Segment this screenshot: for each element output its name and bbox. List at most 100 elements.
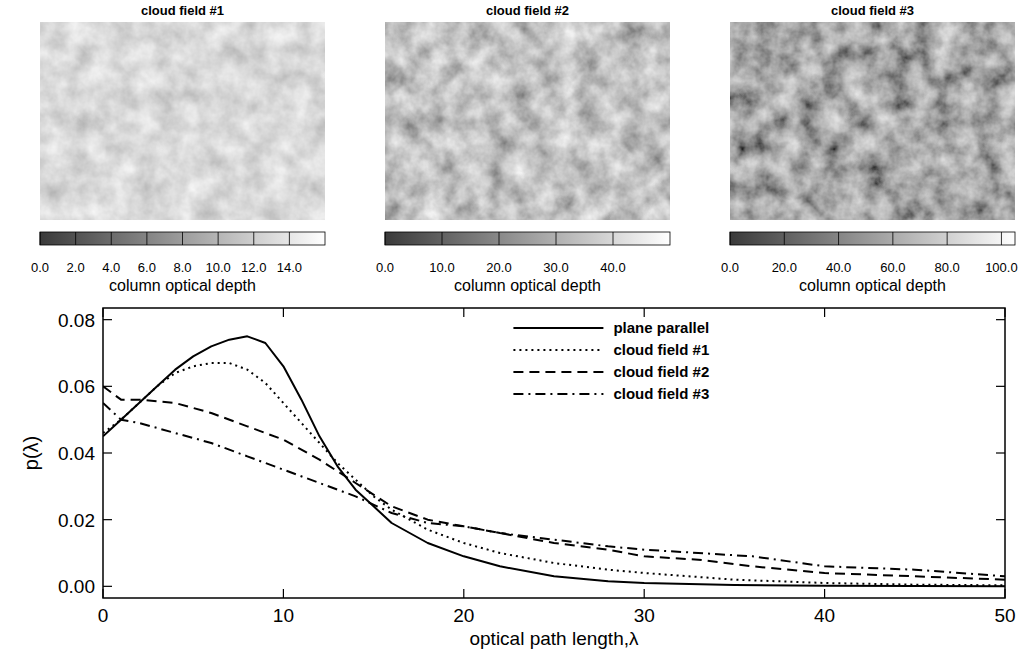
legend-swatch (513, 349, 603, 351)
x-tick-label: 0 (98, 605, 109, 626)
y-tick (103, 519, 112, 520)
legend-label: plane parallel (613, 319, 709, 336)
colorbar-tick (442, 232, 443, 245)
y-tick (103, 586, 112, 587)
colorbar (385, 232, 670, 245)
colorbar-tick-label: 80.0 (934, 260, 959, 275)
x-tick (463, 308, 464, 317)
plot-frame (103, 308, 1005, 598)
colorbar-tick-label: 40.0 (600, 260, 625, 275)
colorbar-tick-label: 10.0 (205, 260, 230, 275)
colorbar-tick-label: 6.0 (138, 260, 156, 275)
colorbar-tick-label: 30.0 (543, 260, 568, 275)
colorbar-tick (1001, 232, 1002, 245)
y-tick-label: 0.08 (58, 310, 95, 331)
colorbar-tick-label: 20.0 (772, 260, 797, 275)
x-tick (463, 589, 464, 598)
x-tick (283, 589, 284, 598)
legend-label: cloud field #3 (613, 385, 709, 402)
colorbar-label: column optical depth (454, 277, 601, 294)
colorbar-label: column optical depth (799, 277, 946, 294)
y-tick (103, 319, 112, 320)
colorbar-tick (289, 232, 290, 245)
colorbar-tick-label: 0.0 (31, 260, 49, 275)
colorbar-tick (556, 232, 557, 245)
y-tick (996, 519, 1005, 520)
x-tick (824, 589, 825, 598)
y-tick-label: 0.04 (58, 443, 95, 464)
colorbar-tick (892, 232, 893, 245)
panel-title: cloud field #2 (486, 3, 569, 18)
page: {"chart_data": [ {"type": "image", "titl… (0, 0, 1031, 656)
colorbar-tick (613, 232, 614, 245)
legend-swatch (513, 327, 603, 329)
panel-title: cloud field #1 (141, 3, 224, 18)
y-tick-label: 0.00 (58, 576, 95, 597)
legend-swatch (513, 371, 603, 373)
y-tick-label: 0.02 (58, 510, 95, 531)
x-tick-label: 30 (634, 605, 655, 626)
colorbar-tick-label: 14.0 (277, 260, 302, 275)
cloud-panel: cloud field #1 0.0 2.0 4.0 6.0 8.0 10.0 12.0 14.… (31, 3, 325, 294)
y-tick (996, 386, 1005, 387)
colorbar-label: column optical depth (109, 277, 256, 294)
colorbar-tick (499, 232, 500, 245)
figure: cloud field #1 0.0 2.0 4.0 6.0 8.0 10.0 12.0 14.… (0, 0, 1031, 656)
cloud-image (40, 22, 325, 220)
x-tick-label: 20 (453, 605, 474, 626)
legend-label: cloud field #2 (613, 363, 709, 380)
colorbar-tick (784, 232, 785, 245)
cloud-image (730, 22, 1015, 220)
colorbar-tick-label: 60.0 (880, 260, 905, 275)
x-tick (283, 308, 284, 317)
legend: plane parallel cloud field #1 cloud field … (513, 319, 709, 402)
colorbar-tick-label: 40.0 (826, 260, 851, 275)
colorbar-tick (146, 232, 147, 245)
series-line (103, 363, 1005, 585)
colorbar-tick-label: 100.0 (985, 260, 1018, 275)
series-group (103, 336, 1005, 586)
colorbar-tick (111, 232, 112, 245)
colorbar-tick (385, 232, 386, 245)
legend-label: cloud field #1 (613, 341, 709, 358)
x-tick-label: 40 (814, 605, 835, 626)
colorbar-tick-label: 8.0 (173, 260, 191, 275)
panel-title: cloud field #3 (831, 3, 914, 18)
y-tick (996, 319, 1005, 320)
colorbar-tick (253, 232, 254, 245)
colorbar (730, 232, 1015, 245)
colorbar-tick (730, 232, 731, 245)
y-tick (103, 452, 112, 453)
colorbar-tick-label: 0.0 (376, 260, 394, 275)
line-chart: 0 10 20 30 40 50 0.00 0.02 0.04 0.06 0.08 plane par… (20, 308, 1016, 649)
y-tick (996, 452, 1005, 453)
y-tick-label: 0.06 (58, 376, 95, 397)
series-line (103, 386, 1005, 579)
legend-swatch (513, 393, 603, 395)
y-axis-title: p(λ) (20, 436, 42, 470)
cloud-image (385, 22, 670, 220)
x-tick (824, 308, 825, 317)
x-axis-title: optical path length,λ (469, 628, 639, 649)
colorbar-tick-label: 0.0 (721, 260, 739, 275)
x-tick-label: 10 (273, 605, 294, 626)
colorbar-tick (40, 232, 41, 245)
colorbar-tick (218, 232, 219, 245)
x-tick (644, 308, 645, 317)
x-tick (644, 589, 645, 598)
colorbar-tick (182, 232, 183, 245)
colorbar-tick-label: 2.0 (67, 260, 85, 275)
colorbar-tick (75, 232, 76, 245)
colorbar-tick (838, 232, 839, 245)
colorbar-tick (947, 232, 948, 245)
series-line (103, 403, 1005, 576)
colorbar-tick-label: 20.0 (486, 260, 511, 275)
colorbar (40, 232, 325, 245)
colorbar-tick-label: 10.0 (429, 260, 454, 275)
cloud-panel: cloud field #2 0.0 10.0 20.0 30.0 40.0 column … (376, 3, 670, 294)
colorbar-tick-label: 12.0 (241, 260, 266, 275)
series-line (103, 336, 1005, 586)
cloud-panel: cloud field #3 0.0 20.0 40.0 60.0 80.0 100.0 co… (721, 3, 1018, 294)
colorbar-tick-label: 4.0 (102, 260, 120, 275)
x-tick-label: 50 (994, 605, 1015, 626)
